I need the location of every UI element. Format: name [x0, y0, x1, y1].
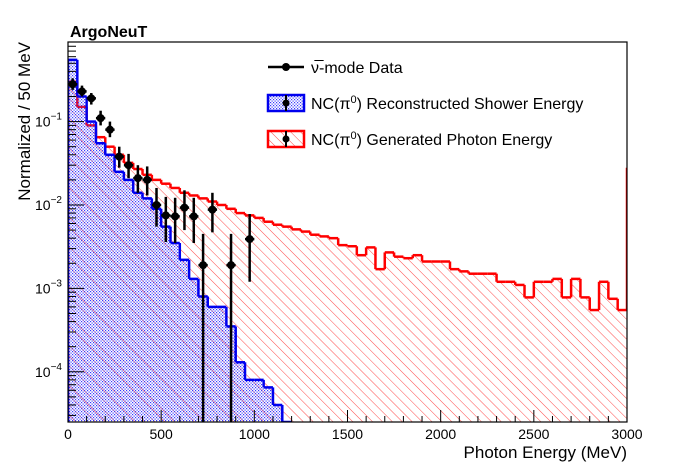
legend-gen-marker	[282, 135, 290, 143]
legend-data-label: ν̅-mode Data	[311, 59, 403, 77]
data-point	[180, 203, 189, 212]
y-axis-title: Normalized / 50 MeV	[15, 41, 34, 200]
data-point	[189, 212, 198, 221]
x-tick-label: 1500	[332, 426, 363, 442]
legend-reco-marker	[282, 99, 290, 107]
legend-reco-label: NC(π0) Reconstructed Shower Energy	[311, 94, 583, 113]
x-tick-label: 1000	[239, 426, 270, 442]
data-point	[199, 261, 208, 270]
data-point	[208, 205, 217, 214]
axes: 0 500 1000 1500 2000 2500 3000 10−4 10−3 10−2 10−1	[35, 41, 643, 442]
x-tick-label: 0	[64, 426, 72, 442]
data-point	[143, 175, 152, 184]
y-tick-label: 10−1	[35, 112, 62, 130]
y-tick-label: 10−2	[35, 195, 62, 213]
data-point	[105, 125, 114, 134]
data-point	[115, 152, 124, 161]
legend-data-marker	[282, 63, 290, 71]
legend-gen-label: NC(π0) Generated Photon Energy	[311, 130, 552, 149]
data-point	[152, 200, 161, 209]
legend: ν̅-mode Data NC(π0) Reconstructed Shower …	[266, 59, 583, 149]
x-tick-label: 2500	[518, 426, 549, 442]
data-point	[77, 87, 86, 96]
data-point	[245, 235, 254, 244]
x-tick-label: 3000	[611, 426, 642, 442]
y-tick-label: 10−4	[35, 362, 62, 380]
x-tick-label: 2000	[425, 426, 456, 442]
data-point	[124, 161, 133, 170]
data-point	[161, 211, 170, 220]
experiment-label: ArgoNeuT	[70, 24, 148, 41]
plot-area	[68, 58, 627, 422]
data-point	[171, 212, 180, 221]
data-point	[96, 114, 105, 123]
data-point	[87, 94, 96, 103]
x-axis-title: Photon Energy (MeV)	[464, 443, 627, 462]
data-point	[133, 174, 142, 183]
y-tick-label: 10−3	[35, 278, 62, 296]
data-point	[227, 261, 236, 270]
x-tick-label: 500	[149, 426, 173, 442]
